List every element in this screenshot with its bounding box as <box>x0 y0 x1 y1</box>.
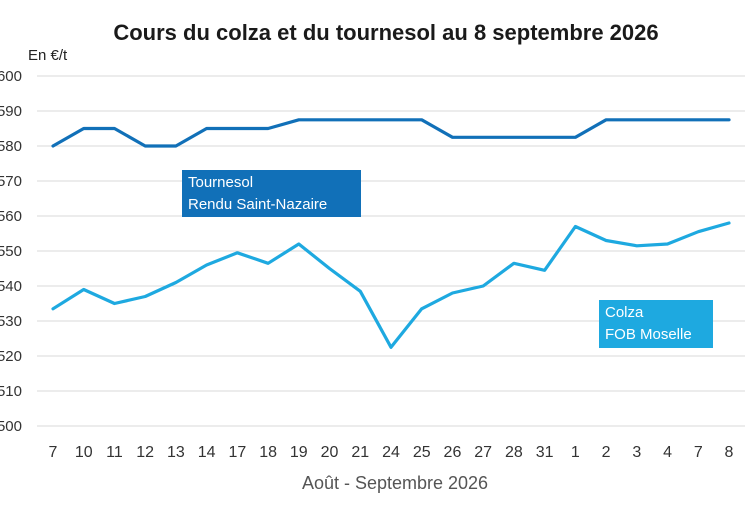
y-tick-label: 510 <box>0 383 22 400</box>
y-axis-ticks: 500 510 520 530 540 550 560 570 580 590 600 <box>0 68 22 435</box>
x-tick-label: 14 <box>198 444 216 461</box>
series-label-line: Rendu Saint-Nazaire <box>188 196 327 213</box>
series-label-colza: Colza FOB Moselle <box>599 300 713 348</box>
x-tick-label: 8 <box>725 444 734 461</box>
x-axis-ticks: 7 10 11 12 13 14 17 18 19 20 21 24 25 26 27 28 31 1 2 3 4 7 8 <box>49 444 734 461</box>
y-tick-label: 540 <box>0 278 22 295</box>
x-tick-label: 13 <box>167 444 185 461</box>
series-line-tournesol <box>51 118 731 148</box>
x-axis-label: Août - Septembre 2026 <box>302 473 488 493</box>
series-label-line: Tournesol <box>188 174 253 191</box>
y-tick-label: 590 <box>0 103 22 120</box>
y-tick-label: 530 <box>0 313 22 330</box>
series-lines <box>51 118 731 349</box>
x-tick-label: 21 <box>351 444 369 461</box>
series-label-line: FOB Moselle <box>605 326 692 343</box>
x-tick-label: 20 <box>321 444 339 461</box>
x-tick-label: 28 <box>505 444 523 461</box>
x-tick-label: 10 <box>75 444 93 461</box>
x-tick-label: 31 <box>536 444 554 461</box>
chart-title: Cours du colza et du tournesol au 8 sept… <box>113 20 658 45</box>
series-label-tournesol: Tournesol Rendu Saint-Nazaire <box>182 170 361 217</box>
x-tick-label: 27 <box>474 444 492 461</box>
gridlines <box>37 75 745 427</box>
label-box <box>182 170 361 217</box>
y-tick-label: 520 <box>0 348 22 365</box>
series-line-colza <box>51 221 731 349</box>
y-tick-label: 580 <box>0 138 22 155</box>
x-tick-label: 26 <box>444 444 462 461</box>
series-label-line: Colza <box>605 304 644 321</box>
y-tick-label: 500 <box>0 418 22 435</box>
x-tick-label: 7 <box>694 444 703 461</box>
x-tick-label: 7 <box>49 444 58 461</box>
y-unit-label: En €/t <box>28 47 68 64</box>
x-tick-label: 19 <box>290 444 308 461</box>
x-tick-label: 1 <box>571 444 580 461</box>
x-tick-label: 25 <box>413 444 431 461</box>
y-tick-label: 600 <box>0 68 22 85</box>
x-tick-label: 17 <box>228 444 246 461</box>
x-tick-label: 18 <box>259 444 277 461</box>
x-tick-label: 24 <box>382 444 400 461</box>
y-tick-label: 570 <box>0 173 22 190</box>
x-tick-label: 3 <box>632 444 641 461</box>
y-tick-label: 560 <box>0 208 22 225</box>
x-tick-label: 4 <box>663 444 672 461</box>
x-tick-label: 11 <box>106 444 123 461</box>
x-tick-label: 12 <box>136 444 154 461</box>
x-tick-label: 2 <box>602 444 611 461</box>
series-labels: Tournesol Rendu Saint-Nazaire Colza FOB Mos… <box>182 170 713 348</box>
label-box <box>599 300 713 348</box>
y-tick-label: 550 <box>0 243 22 260</box>
